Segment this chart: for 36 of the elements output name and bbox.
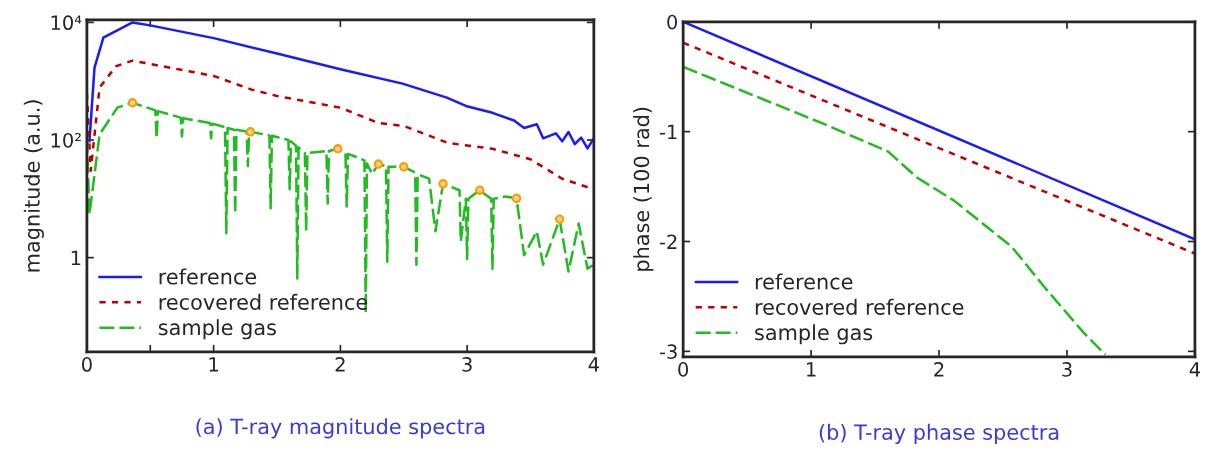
x-tick-label: 0	[82, 357, 92, 372]
x-tick-label: 3	[1062, 362, 1072, 377]
y-axis-title: magnitude (a.u.)	[23, 100, 44, 272]
text: (a) T-ray magnitude spectra	[196, 418, 485, 439]
x-tick-label: 1	[209, 357, 219, 372]
line-series	[683, 65, 1107, 356]
legend-label: reference	[159, 268, 257, 285]
x-tick-label: 2	[934, 362, 944, 377]
legend-label: recovered reference	[755, 298, 964, 315]
legend-label: sample gas	[755, 324, 873, 345]
x-tick-label: 4	[1189, 362, 1201, 377]
x-tick-label: 4	[588, 357, 599, 372]
point	[333, 144, 343, 154]
x-tick-label: 3	[462, 357, 472, 372]
legend-label: reference	[755, 273, 853, 290]
y-tick-label: 1	[71, 250, 81, 266]
x-tick-label: 0	[678, 362, 689, 377]
point	[511, 193, 522, 204]
legend-label: sample gas	[158, 319, 276, 340]
y-tick-label: 10⁴	[51, 15, 82, 31]
y-tick-label: -1	[659, 124, 677, 140]
point	[127, 98, 138, 108]
x-tick-label: 1	[807, 362, 816, 377]
point	[438, 179, 448, 189]
y-axis-title: phase (100 rad)	[633, 107, 654, 271]
y-tick-label: -2	[659, 234, 677, 249]
y-tick-label: 10²	[51, 132, 81, 148]
point	[554, 214, 565, 224]
y-tick-label: 0	[667, 14, 678, 30]
point	[245, 127, 256, 137]
x-tick-label: 2	[335, 357, 345, 372]
text: (b) T-ray phase spectra	[819, 423, 1059, 445]
y-tick-label: -3	[659, 344, 677, 360]
point	[373, 159, 384, 169]
point	[475, 185, 485, 195]
point	[399, 162, 409, 172]
